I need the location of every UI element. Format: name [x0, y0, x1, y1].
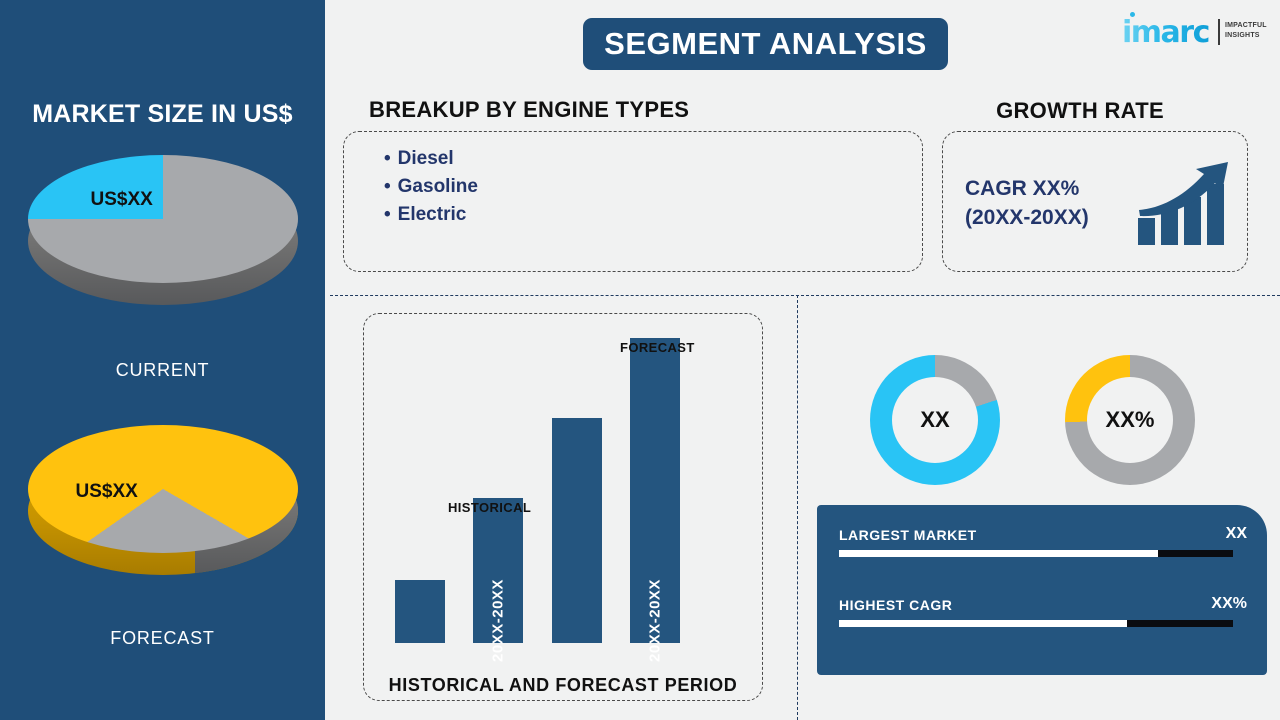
growth-rate-panel: CAGR XX% (20XX-20XX) — [942, 131, 1248, 272]
bar-annotation-forecast: FORECAST — [620, 340, 695, 355]
stat-label: HIGHEST CAGR — [839, 597, 953, 613]
bar-inner-label: 20XX-20XX — [646, 579, 664, 662]
list-item: • Diesel — [384, 145, 478, 173]
donut-chart-volume: XX — [870, 355, 1000, 485]
market-size-sidebar: MARKET SIZE IN US$ US$XX CURRENT US$XX F… — [0, 0, 325, 720]
imarc-logo: imarc IMPACTFUL INSIGHTS — [1122, 12, 1270, 52]
list-item: • Electric — [384, 201, 478, 229]
bullet-icon: • — [384, 148, 391, 169]
logo-tagline-line2: INSIGHTS — [1225, 32, 1260, 39]
stat-progress-track — [839, 550, 1233, 557]
stat-label: LARGEST MARKET — [839, 527, 977, 543]
pie-chart-forecast: US$XX — [0, 425, 325, 575]
sidebar-title: MARKET SIZE IN US$ — [32, 100, 293, 128]
stat-progress-track — [839, 620, 1233, 627]
pie-top-face-current — [27, 155, 298, 283]
donut-center-label: XX — [892, 377, 978, 463]
list-item-label: Gasoline — [397, 176, 478, 197]
vertical-divider — [797, 295, 798, 720]
bar-1: 20XX-20XX — [473, 498, 523, 662]
main-content: SEGMENT ANALYSIS imarc IMPACTFUL INSIGHT… — [325, 0, 1280, 720]
bar-annotation-historical: HISTORICAL — [448, 500, 532, 515]
pie-caption-current: CURRENT — [115, 360, 210, 380]
bar-chart-axis-label: HISTORICAL AND FORECAST PERIOD — [388, 675, 738, 695]
donut-center-label: XX% — [1087, 377, 1173, 463]
pie-stage-forecast: US$XX — [27, 425, 298, 575]
bullet-icon: • — [384, 176, 391, 197]
stat-value: XX — [1225, 525, 1247, 542]
pie-slice-label-forecast: US$XX — [75, 481, 138, 502]
donut-chart-share: XX% — [1065, 355, 1195, 485]
growth-rate-heading: GROWTH RATE — [996, 98, 1164, 123]
logo-divider — [1218, 19, 1220, 45]
growth-arrow-bars-icon — [1138, 162, 1228, 245]
imarc-logo-dot-icon — [1130, 12, 1135, 17]
pie-top-face-forecast — [27, 425, 298, 553]
pie-stage-current: US$XX — [27, 155, 298, 305]
bar-chart: 20XX-20XX HISTORICAL 20XX-20XX FORECAST — [373, 310, 753, 700]
logo-tagline: IMPACTFUL INSIGHTS — [1225, 21, 1273, 41]
pie-slice-label-current: US$XX — [90, 189, 153, 210]
bar-inner-label: 20XX-20XX — [489, 579, 507, 662]
breakup-panel: • Diesel • Gasoline • Electric — [343, 131, 923, 272]
pie-chart-current: US$XX — [0, 155, 325, 305]
bar-0 — [395, 580, 445, 643]
bar-2 — [552, 418, 602, 643]
logo-tagline-line1: IMPACTFUL — [1225, 22, 1267, 29]
page-title: SEGMENT ANALYSIS — [583, 18, 948, 70]
cagr-period: (20XX-20XX) — [965, 206, 1089, 229]
cagr-value: CAGR XX% — [965, 177, 1080, 200]
stat-progress-fill — [839, 620, 1127, 627]
bullet-icon: • — [384, 204, 391, 225]
stat-progress-fill — [839, 550, 1159, 557]
imarc-wordmark: imarc — [1122, 15, 1210, 50]
bar-3: 20XX-20XX — [630, 338, 680, 662]
list-item-label: Diesel — [397, 148, 454, 169]
engine-types-list: • Diesel • Gasoline • Electric — [384, 145, 478, 229]
horizontal-divider — [330, 295, 1280, 296]
breakup-heading: BREAKUP BY ENGINE TYPES — [369, 97, 690, 122]
cagr-text: CAGR XX% (20XX-20XX) — [965, 174, 1135, 232]
list-item-label: Electric — [397, 204, 467, 225]
key-stats-panel: LARGEST MARKET XX HIGHEST CAGR XX% — [817, 505, 1267, 675]
list-item: • Gasoline — [384, 173, 478, 201]
stat-value: XX% — [1211, 595, 1247, 612]
pie-caption-forecast: FORECAST — [110, 628, 215, 648]
